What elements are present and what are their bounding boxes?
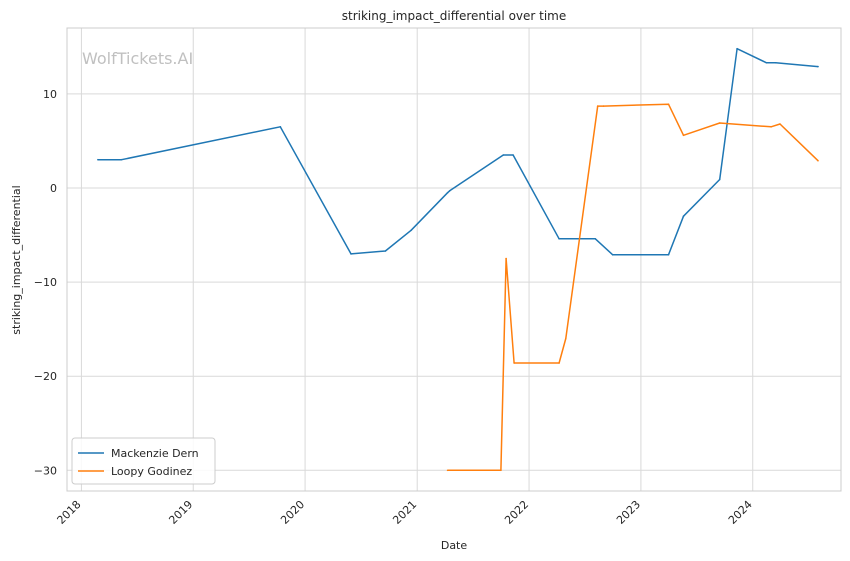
data-point: [682, 215, 685, 217]
x-tick-label: 2023: [614, 498, 643, 527]
data-point: [500, 469, 502, 472]
x-tick-label: 2021: [390, 498, 419, 527]
data-point: [410, 229, 412, 232]
data-point: [594, 238, 597, 240]
x-tick-label: 2022: [502, 498, 531, 527]
x-axis-ticks: 2018 2019 2020 2021 2022 2023 2024: [55, 498, 755, 527]
y-tick-label: −10: [34, 276, 57, 289]
data-point: [350, 253, 352, 255]
data-point: [770, 126, 772, 128]
data-point: [817, 65, 819, 68]
y-tick-label: 10: [43, 88, 57, 101]
x-axis-title: Date: [441, 539, 468, 552]
data-point: [817, 159, 819, 162]
legend: Mackenzie Dern Loopy Godinez: [71, 437, 216, 485]
series-line-2: [447, 103, 819, 472]
x-tick-label: 2024: [726, 498, 755, 527]
data-point: [384, 250, 387, 252]
data-point: [565, 337, 567, 340]
data-point: [718, 122, 721, 124]
y-axis-title: striking_impact_differential: [10, 185, 23, 334]
chart-title: striking_impact_differential over time: [342, 9, 567, 23]
legend-box: [71, 437, 216, 485]
y-axis-ticks: −30 −20 −10 0 10: [34, 88, 57, 477]
data-point: [682, 134, 685, 137]
x-tick-label: 2018: [55, 498, 84, 527]
legend-label: Loopy Godinez: [111, 465, 192, 478]
data-point: [446, 469, 449, 472]
data-point: [558, 238, 560, 240]
plot-area: [67, 28, 841, 491]
data-point: [558, 362, 560, 364]
data-point: [667, 103, 670, 105]
data-point: [611, 254, 614, 256]
watermark: WolfTickets.AI: [82, 49, 193, 68]
data-point: [718, 178, 721, 181]
series-group: [97, 47, 819, 472]
data-point: [596, 105, 599, 107]
data-point: [667, 254, 670, 256]
y-tick-label: 0: [50, 182, 57, 195]
plot-frame: [66, 27, 842, 492]
series-line-1: [97, 47, 819, 256]
data-point: [279, 126, 282, 128]
data-point: [446, 191, 449, 194]
data-point: [448, 190, 451, 192]
data-point: [736, 47, 738, 50]
data-point: [120, 158, 123, 161]
y-tick-label: −30: [34, 464, 57, 477]
data-point: [765, 62, 768, 64]
data-point: [779, 123, 781, 125]
data-point: [502, 154, 505, 156]
data-point: [774, 62, 777, 64]
data-point: [513, 362, 515, 364]
y-tick-label: −20: [34, 370, 57, 383]
data-point: [97, 158, 99, 161]
data-point: [602, 105, 605, 107]
data-point: [512, 154, 514, 156]
legend-label: Mackenzie Dern: [111, 447, 199, 460]
x-tick-label: 2020: [278, 498, 307, 527]
x-tick-label: 2019: [166, 498, 195, 527]
data-point: [505, 257, 507, 260]
